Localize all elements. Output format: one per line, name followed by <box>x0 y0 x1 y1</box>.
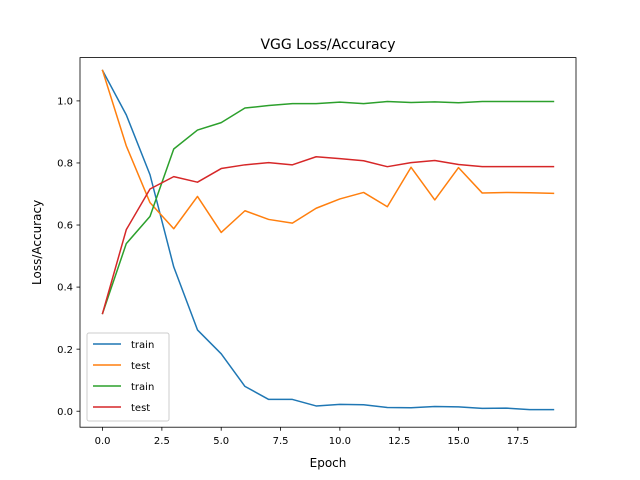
x-tick-label: 17.5 <box>507 436 529 447</box>
y-tick-label: 0.6 <box>57 221 73 232</box>
legend-label: train <box>131 340 154 351</box>
series-line-1 <box>101 69 555 411</box>
x-tick-label: 7.5 <box>273 436 289 447</box>
y-tick-label: 0.8 <box>57 159 73 170</box>
legend-label: train <box>131 382 154 393</box>
y-axis: 0.0 0.2 0.4 0.6 0.8 1.0 <box>57 96 80 418</box>
y-axis-label: Loss/Accuracy <box>30 200 44 285</box>
y-tick-label: 0.0 <box>57 407 73 418</box>
legend-label: test <box>131 403 150 414</box>
series-line-4 <box>101 156 555 315</box>
x-tick-label: 12.5 <box>388 436 410 447</box>
x-axis-label: Epoch <box>310 456 347 470</box>
x-tick-label: 0.0 <box>95 436 111 447</box>
legend-box <box>86 332 170 422</box>
y-tick-label: 0.4 <box>57 283 73 294</box>
x-axis: 0.0 2.5 5.0 7.5 10.0 12.5 15.0 17.5 <box>95 427 529 447</box>
chart-title: VGG Loss/Accuracy <box>260 37 395 53</box>
series-line-2 <box>101 69 555 234</box>
x-tick-label: 5.0 <box>213 436 229 447</box>
y-tick-label: 0.2 <box>57 345 73 356</box>
plot-frame <box>79 57 577 428</box>
series-layer <box>101 69 555 411</box>
legend: train test train test <box>86 332 170 422</box>
x-tick-label: 2.5 <box>154 436 170 447</box>
y-tick-label: 1.0 <box>57 96 73 107</box>
x-tick-label: 15.0 <box>447 436 469 447</box>
series-line-3 <box>101 100 555 315</box>
x-tick-label: 10.0 <box>329 436 351 447</box>
legend-label: test <box>131 361 150 372</box>
